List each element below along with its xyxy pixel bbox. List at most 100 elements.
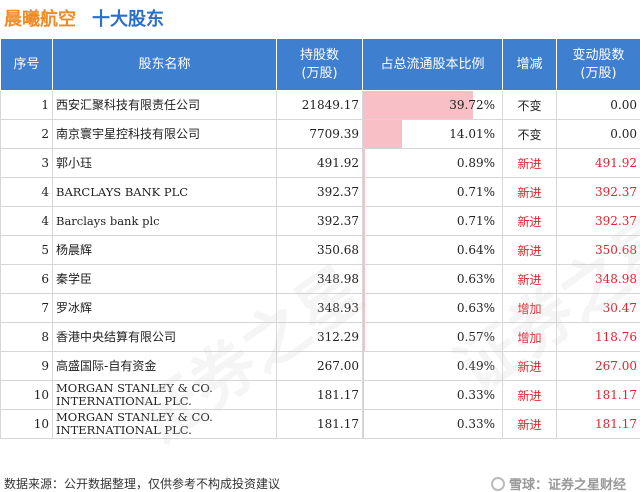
rank-cell: 3	[0, 148, 53, 178]
rank-cell: 1	[0, 90, 53, 120]
holder-name-cell: BARCLAYS BANK PLC	[52, 177, 277, 207]
ratio-text: 0.63%	[456, 272, 495, 286]
table-row: 2 南京寰宇星控科技有限公司 7709.39 14.01% 不变 0.00	[0, 119, 640, 149]
column-header-shares-text: 持股数 (万股)	[299, 47, 339, 81]
shares-cell: 181.17	[276, 409, 363, 439]
change-status-cell: 新进	[502, 148, 557, 178]
ratio-text: 0.33%	[456, 417, 495, 431]
ratio-bar	[363, 265, 365, 293]
ratio-bar	[363, 410, 364, 438]
table-row: 10 MORGAN STANLEY & CO. INTERNATIONAL PLC…	[0, 380, 640, 410]
holder-name-cell: 郭小珏	[52, 148, 277, 178]
ratio-text: 0.57%	[456, 330, 495, 344]
delta-shares-cell: 181.17	[556, 409, 640, 439]
title-bar: 晨曦航空 十大股东	[0, 0, 640, 36]
holder-name-cell: 高盛国际-自有资金	[52, 351, 277, 381]
ratio-cell: 0.64%	[362, 235, 503, 265]
ratio-cell: 0.33%	[362, 409, 503, 439]
shares-cell: 348.93	[276, 293, 363, 323]
ratio-bar	[363, 149, 366, 177]
ratio-text: 0.49%	[456, 359, 495, 373]
ratio-bar	[363, 352, 365, 380]
ratio-bar	[363, 120, 402, 148]
delta-shares-cell: 392.37	[556, 206, 640, 236]
shares-cell: 181.17	[276, 380, 363, 410]
rank-cell: 2	[0, 119, 53, 149]
holder-name-cell: 秦学臣	[52, 264, 277, 294]
section-title: 十大股东	[92, 9, 164, 30]
rank-cell: 4	[0, 206, 53, 236]
ratio-text: 0.64%	[456, 243, 495, 257]
shares-cell: 491.92	[276, 148, 363, 178]
ratio-cell: 0.71%	[362, 177, 503, 207]
change-status-cell: 新进	[502, 235, 557, 265]
table-row: 4 BARCLAYS BANK PLC 392.37 0.71% 新进 392.37	[0, 177, 640, 207]
table-row: 10 MORGAN STANLEY & CO. INTERNATIONAL PLC…	[0, 409, 640, 439]
shares-cell: 392.37	[276, 177, 363, 207]
column-header-delta-text: 变动股数 (万股)	[572, 47, 625, 81]
holder-name-cell: MORGAN STANLEY & CO. INTERNATIONAL PLC.	[52, 380, 277, 410]
ratio-cell: 0.71%	[362, 206, 503, 236]
shares-cell: 348.98	[276, 264, 363, 294]
ratio-cell: 0.57%	[362, 322, 503, 352]
change-status-cell: 新进	[502, 177, 557, 207]
delta-shares-cell: 30.47	[556, 293, 640, 323]
change-status-cell: 新进	[502, 380, 557, 410]
ratio-text: 0.71%	[456, 214, 495, 228]
ratio-bar	[363, 207, 365, 235]
column-header-change: 增减	[502, 38, 557, 91]
ratio-bar	[363, 323, 365, 351]
holder-name-cell: MORGAN STANLEY & CO. INTERNATIONAL PLC.	[52, 409, 277, 439]
brand-watermark: 雪球：证券之星财经	[490, 474, 626, 492]
ratio-text: 39.72%	[449, 98, 495, 112]
change-status-cell: 新进	[502, 206, 557, 236]
delta-shares-cell: 0.00	[556, 119, 640, 149]
ratio-cell: 0.63%	[362, 293, 503, 323]
delta-shares-cell: 118.76	[556, 322, 640, 352]
shares-cell: 21849.17	[276, 90, 363, 120]
snowball-logo-icon	[490, 477, 505, 491]
footer: 数据来源：公开数据整理，仅供参考不构成投资建议 雪球：证券之星财经	[0, 474, 640, 492]
delta-shares-cell: 350.68	[556, 235, 640, 265]
ratio-bar	[363, 381, 364, 409]
table-row: 9 高盛国际-自有资金 267.00 0.49% 新进 267.00	[0, 351, 640, 381]
ratio-text: 0.33%	[456, 388, 495, 402]
rank-cell: 4	[0, 177, 53, 207]
delta-shares-cell: 181.17	[556, 380, 640, 410]
rank-cell: 9	[0, 351, 53, 381]
rank-cell: 5	[0, 235, 53, 265]
delta-shares-cell: 0.00	[556, 90, 640, 120]
brand-text: 雪球：证券之星财经	[508, 478, 626, 492]
column-header-delta: 变动股数 (万股)	[556, 38, 640, 91]
table-header-row: 序号 股东名称 持股数 (万股) 占总流通股本比例 增减 变动股数 (万股)	[0, 38, 640, 91]
company-name: 晨曦航空	[4, 9, 76, 30]
shares-cell: 312.29	[276, 322, 363, 352]
table-row: 5 杨晨辉 350.68 0.64% 新进 350.68	[0, 235, 640, 265]
column-header-holder-name: 股东名称	[52, 38, 277, 91]
data-source-note: 数据来源：公开数据整理，仅供参考不构成投资建议	[4, 477, 281, 491]
ratio-bar	[363, 236, 365, 264]
shares-cell: 267.00	[276, 351, 363, 381]
holder-name-cell: 南京寰宇星控科技有限公司	[52, 119, 277, 149]
shareholders-table: 序号 股东名称 持股数 (万股) 占总流通股本比例 增减 变动股数 (万股) 1 西安…	[0, 38, 640, 439]
rank-cell: 10	[0, 380, 53, 410]
rank-cell: 6	[0, 264, 53, 294]
delta-shares-cell: 491.92	[556, 148, 640, 178]
change-status-cell: 不变	[502, 119, 557, 149]
ratio-cell: 0.33%	[362, 380, 503, 410]
ratio-cell: 14.01%	[362, 119, 503, 149]
holder-name-cell: 罗冰辉	[52, 293, 277, 323]
ratio-bar	[363, 91, 474, 119]
shares-cell: 392.37	[276, 206, 363, 236]
change-status-cell: 新进	[502, 351, 557, 381]
shares-cell: 350.68	[276, 235, 363, 265]
change-status-cell: 增加	[502, 293, 557, 323]
ratio-cell: 0.89%	[362, 148, 503, 178]
delta-shares-cell: 267.00	[556, 351, 640, 381]
holder-name-cell: 香港中央结算有限公司	[52, 322, 277, 352]
ratio-cell: 0.49%	[362, 351, 503, 381]
rank-cell: 8	[0, 322, 53, 352]
change-status-cell: 不变	[502, 90, 557, 120]
rank-cell: 7	[0, 293, 53, 323]
shares-cell: 7709.39	[276, 119, 363, 149]
